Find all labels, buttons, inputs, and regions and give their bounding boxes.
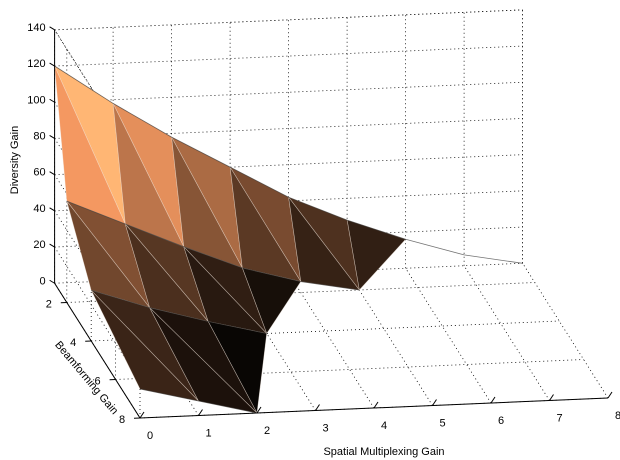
x-tick-label: 2 [264,425,270,437]
z-tick-mark [49,26,55,31]
y-tick-label: 8 [119,414,125,426]
x-tick-label: 4 [381,420,387,432]
z-tick-mark [49,62,55,67]
x-tick-label: 1 [205,428,211,440]
surface-row-edge [66,200,360,291]
z-tick-label: 0 [39,275,45,287]
x-axis-label: Spatial Multiplexing Gain [323,446,444,458]
x-tick-label: 5 [439,418,445,430]
grid-line-x-floor [288,273,375,409]
z-tick-mark [49,207,55,212]
surface-layer [53,65,523,414]
x-tick-mark [198,409,203,416]
x-tick-mark [373,401,379,409]
x-tick-label: 7 [556,413,562,425]
z-tick-label: 80 [33,130,45,142]
grid-line-x-floor [346,270,433,406]
z-tick-label: 120 [27,58,45,70]
x-tick-mark [549,394,554,401]
x-tick-label: 6 [498,415,504,427]
y-tick-label: 2 [46,299,52,311]
y-tick-label: 4 [70,337,76,349]
grid-line-x-floor [522,263,609,399]
surface-row-edge [91,289,267,334]
x-tick-mark [490,396,496,404]
x-tick-label: 0 [147,430,153,442]
x-tick-label: 3 [322,423,328,435]
z-tick-label: 140 [27,22,45,34]
z-tick-mark [49,98,55,103]
x-tick-mark [315,404,320,411]
z-tick-mark [49,279,55,284]
y-tick-label: 6 [95,376,101,388]
grid-line-x-floor [405,268,492,404]
z-axis-label: Diversity Gain [9,126,21,194]
z-tick-label: 60 [33,167,45,179]
x-tick-label: 8 [615,410,620,422]
x-tick-mark [139,411,145,419]
z-tick-label: 40 [33,203,45,215]
grid-top-back [54,9,523,31]
z-tick-label: 100 [27,94,45,106]
grid-top-side [54,29,141,165]
surface-row-edge [139,388,258,414]
y-axis-label: Beamforming Gain [52,339,120,417]
y-axis-line [54,282,141,419]
x-tick-mark [607,391,613,399]
x-tick-mark [256,406,262,414]
grid-line-x-floor [463,265,550,401]
surface-row-edge [54,65,523,264]
z-tick-label: 20 [33,239,45,251]
z-tick-mark [49,171,55,176]
grid-line-z [54,9,523,31]
z-tick-mark [49,243,55,248]
x-tick-mark [432,399,437,406]
z-tick-mark [49,135,55,139]
